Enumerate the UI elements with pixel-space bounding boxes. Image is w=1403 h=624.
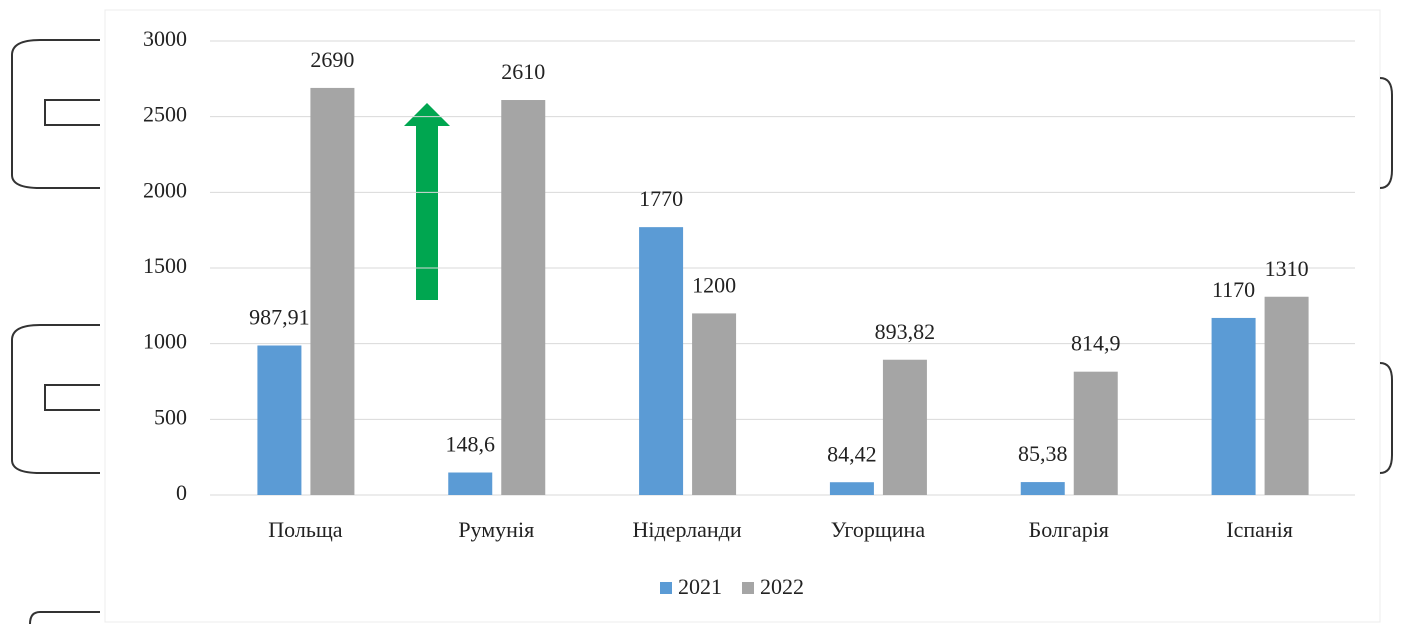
x-tick-label: Румунія <box>458 517 534 542</box>
x-tick-label: Угорщина <box>831 517 926 542</box>
bar <box>1211 317 1256 495</box>
bar <box>639 227 684 495</box>
legend-label: 2022 <box>760 574 804 599</box>
bar <box>257 345 302 495</box>
bar <box>692 313 737 495</box>
bracket <box>11 324 100 474</box>
y-tick-label: 1500 <box>143 253 187 278</box>
x-tick-label: Нідерланди <box>633 517 742 542</box>
bar <box>448 472 493 495</box>
x-tick-label: Болгарія <box>1029 517 1109 542</box>
bar <box>1020 482 1065 495</box>
y-tick-label: 1000 <box>143 329 187 354</box>
value-label: 148,6 <box>446 432 496 457</box>
value-label: 893,82 <box>875 319 936 344</box>
y-tick-label: 0 <box>176 480 187 505</box>
value-label: 85,38 <box>1018 441 1068 466</box>
bar <box>310 87 355 495</box>
bar <box>1073 371 1118 495</box>
value-label: 2610 <box>501 59 545 84</box>
legend-swatch <box>742 582 754 594</box>
value-label: 2690 <box>310 47 354 72</box>
y-tick-label: 3000 <box>143 26 187 51</box>
x-tick-label: Іспанія <box>1226 517 1293 542</box>
legend-label: 2021 <box>678 574 722 599</box>
bracket <box>1379 77 1393 189</box>
value-label: 1770 <box>639 186 683 211</box>
y-tick-label: 500 <box>154 404 187 429</box>
value-label: 987,91 <box>249 305 310 330</box>
x-tick-label: Польща <box>268 517 343 542</box>
value-label: 814,9 <box>1071 331 1121 356</box>
value-label: 84,42 <box>827 441 877 466</box>
bar <box>1264 296 1309 495</box>
value-label: 1170 <box>1212 277 1255 302</box>
bar <box>501 100 546 496</box>
bar <box>829 482 874 495</box>
arrow <box>404 103 450 300</box>
y-tick-label: 2500 <box>143 102 187 127</box>
bar <box>882 359 927 495</box>
bracket <box>11 39 100 189</box>
bracket <box>29 611 100 624</box>
bracket <box>1379 362 1393 474</box>
y-tick-label: 2000 <box>143 177 187 202</box>
legend-swatch <box>660 582 672 594</box>
value-label: 1310 <box>1265 256 1309 281</box>
value-label: 1200 <box>692 272 736 297</box>
